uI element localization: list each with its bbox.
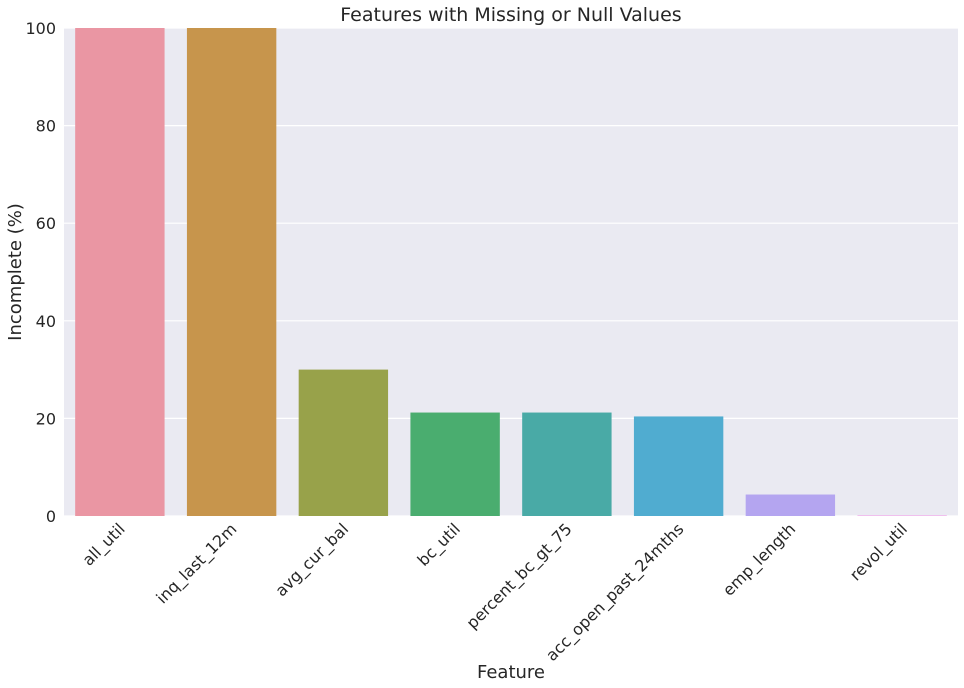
y-tick-label: 40 <box>36 312 56 331</box>
x-tick-label: revol_util <box>846 519 912 585</box>
bars <box>75 28 947 516</box>
bar-all_util <box>75 28 165 516</box>
bar-avg_cur_bal <box>298 369 389 516</box>
y-tick-label: 20 <box>36 409 56 428</box>
bar-bc_util <box>410 412 500 516</box>
x-tick-label: bc_util <box>414 519 465 570</box>
y-axis-label: Incomplete (%) <box>5 203 26 341</box>
bar-emp_length <box>745 494 836 516</box>
bar-acc_open_past_24mths <box>633 416 724 516</box>
y-tick-labels: 0 20 40 60 80 100 <box>25 19 56 526</box>
chart-title: Features with Missing or Null Values <box>340 4 681 26</box>
y-tick-label: 0 <box>46 507 56 526</box>
x-tick-labels: all_util inq_last_12m avg_cur_bal bc_utilpe… <box>78 519 911 665</box>
x-tick-label: emp_length <box>719 519 800 600</box>
y-tick-label: 60 <box>36 214 56 233</box>
bar-inq_last_12m <box>186 28 277 516</box>
y-tick-label: 80 <box>36 117 56 136</box>
x-tick-label: avg_cur_bal <box>271 519 353 601</box>
x-tick-label: all_util <box>78 519 129 570</box>
bar-percent_bc_gt_75 <box>522 412 612 516</box>
y-tick-label: 100 <box>25 19 56 38</box>
x-tick-label: percent_bc_gt_75 <box>463 519 577 633</box>
x-axis-label: Feature <box>477 662 545 683</box>
x-tick-label: inq_last_12m <box>152 519 241 608</box>
